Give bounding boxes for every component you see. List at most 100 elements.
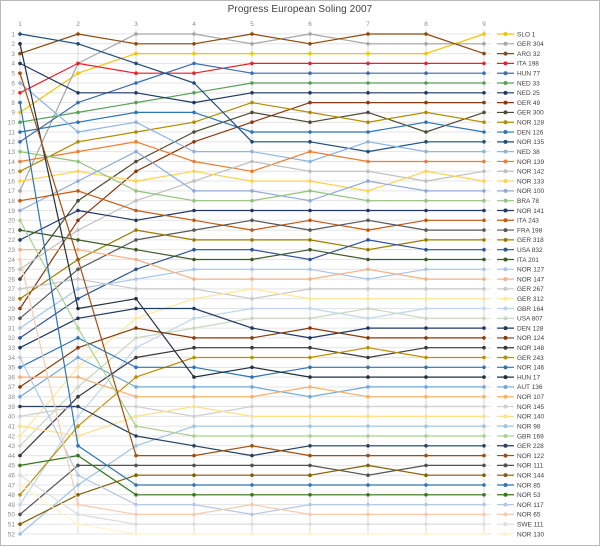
data-point xyxy=(424,434,428,438)
data-point xyxy=(76,355,80,360)
data-point xyxy=(134,130,138,134)
data-point xyxy=(308,414,312,419)
data-point xyxy=(308,453,312,458)
data-point xyxy=(18,51,22,56)
legend-marker-dot xyxy=(503,286,508,291)
legend-item-label: NOR 133 xyxy=(517,178,544,185)
data-point xyxy=(134,512,138,517)
data-point xyxy=(424,355,428,360)
data-point xyxy=(366,228,370,232)
data-point xyxy=(250,110,254,115)
legend-marker-dot xyxy=(503,473,508,478)
data-point xyxy=(18,42,22,46)
data-point xyxy=(250,434,254,438)
data-point xyxy=(18,483,22,487)
data-point xyxy=(366,414,370,419)
data-point xyxy=(192,453,196,458)
data-point xyxy=(482,61,486,66)
legend-item-label: NOR 98 xyxy=(517,423,541,430)
data-point xyxy=(76,257,80,262)
data-point xyxy=(250,169,254,174)
data-point xyxy=(424,493,428,497)
data-point xyxy=(250,326,254,330)
data-point xyxy=(192,355,196,360)
data-point xyxy=(424,444,428,448)
data-point xyxy=(366,51,370,56)
data-point xyxy=(308,463,312,468)
data-point xyxy=(308,189,312,193)
legend-item-label: GER 243 xyxy=(517,355,544,362)
data-point xyxy=(366,502,370,507)
data-point xyxy=(366,100,370,105)
data-point xyxy=(134,444,138,448)
legend-marker-dot xyxy=(503,179,508,184)
legend-marker-dot xyxy=(503,257,508,262)
data-point xyxy=(424,306,428,311)
data-point xyxy=(76,453,80,458)
data-point xyxy=(134,120,138,124)
data-point xyxy=(250,444,254,448)
data-point xyxy=(308,316,312,321)
data-point xyxy=(76,345,80,350)
data-point xyxy=(250,512,254,517)
data-point xyxy=(482,355,486,360)
data-point xyxy=(134,345,138,350)
data-point xyxy=(76,120,80,124)
data-point xyxy=(18,61,22,66)
data-point xyxy=(366,91,370,95)
data-point xyxy=(424,189,428,193)
data-point xyxy=(424,110,428,115)
data-point xyxy=(308,198,312,203)
data-point xyxy=(76,444,80,448)
data-point xyxy=(18,394,22,399)
legend-marker-dot xyxy=(503,169,508,174)
data-point xyxy=(18,198,22,203)
data-point xyxy=(18,296,22,301)
y-axis-tick-label: 36 xyxy=(8,374,16,381)
data-point xyxy=(308,345,312,350)
data-point xyxy=(18,140,22,144)
legend-marker-dot xyxy=(503,71,508,76)
data-point xyxy=(366,120,370,124)
legend-item-label: NOR 100 xyxy=(517,188,544,195)
data-point xyxy=(250,140,254,144)
data-point xyxy=(18,257,22,262)
data-point xyxy=(134,473,138,478)
data-point xyxy=(134,355,138,360)
data-point xyxy=(192,51,196,56)
data-point xyxy=(192,277,196,281)
data-point xyxy=(366,355,370,360)
data-point xyxy=(192,71,196,75)
y-axis-tick-label: 49 xyxy=(8,502,16,509)
data-point xyxy=(76,473,80,478)
data-point xyxy=(250,149,254,154)
legend-marker-dot xyxy=(503,532,508,536)
data-point xyxy=(308,502,312,507)
x-axis-tick-label: 7 xyxy=(366,21,370,28)
legend-marker-dot xyxy=(503,90,508,95)
data-point xyxy=(308,120,312,124)
data-point xyxy=(250,355,254,360)
data-point xyxy=(76,502,80,507)
data-point xyxy=(18,375,22,379)
data-point xyxy=(76,189,80,193)
data-point xyxy=(76,493,80,497)
data-point xyxy=(134,218,138,223)
data-point xyxy=(192,424,196,429)
data-point xyxy=(18,365,22,370)
data-point xyxy=(134,463,138,468)
data-point xyxy=(134,404,138,409)
y-axis-tick-label: 20 xyxy=(8,218,16,225)
data-point xyxy=(18,32,22,36)
data-point xyxy=(250,120,254,124)
y-axis-tick-label: 52 xyxy=(8,531,16,538)
legend-item-label: NOR 144 xyxy=(517,472,544,479)
legend-marker-dot xyxy=(503,237,508,242)
data-point xyxy=(366,326,370,330)
data-point xyxy=(424,365,428,370)
data-point xyxy=(482,296,486,301)
data-point xyxy=(134,277,138,281)
legend-item-label: NOR 142 xyxy=(517,169,544,176)
data-point xyxy=(76,159,80,164)
data-point xyxy=(482,512,486,517)
